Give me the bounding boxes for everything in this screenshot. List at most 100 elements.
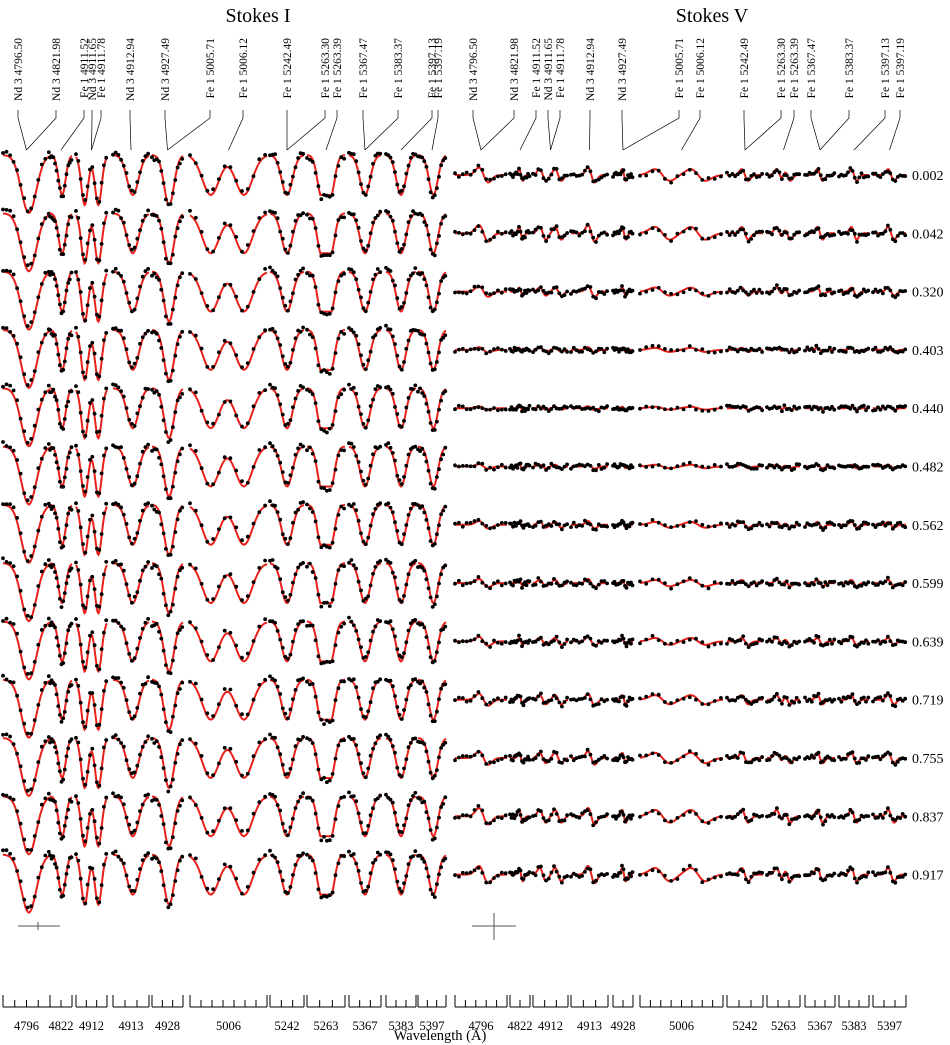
observed-point [886,634,890,639]
observed-point [424,690,429,694]
observed-point [621,226,626,231]
observed-point [384,792,388,797]
observed-point [784,756,789,760]
observed-point [322,722,326,726]
observed-point [132,714,137,719]
model-profile-i [348,795,382,838]
observed-point [424,518,429,522]
observed-point [286,308,290,313]
model-profile-i [269,853,305,896]
observed-point [228,399,233,404]
model-profile-i [2,212,51,273]
observed-point [336,395,341,400]
observed-point [770,173,774,178]
observed-point [135,763,140,768]
observed-point [770,870,774,875]
observed-point [472,464,477,469]
observed-profile-v [725,285,764,297]
observed-point [15,286,19,291]
observed-profile-i [384,501,418,547]
observed-profile-v [725,807,764,823]
observed-point [56,526,61,531]
observed-point [871,699,875,704]
observed-point [760,814,764,818]
observed-point [861,641,866,645]
observed-point [305,212,309,217]
observed-point [443,333,448,338]
observed-point [322,486,326,491]
observed-point [499,698,504,703]
observed-point [390,278,395,283]
observed-point [536,576,541,580]
observed-point [322,835,326,839]
observed-point [623,641,627,645]
observed-point [399,305,404,309]
observed-profile-i [416,853,448,899]
observed-point [399,367,404,372]
observed-point [733,523,737,528]
observed-point [15,809,19,813]
observed-point [173,353,178,358]
observed-point [280,762,285,767]
observed-point [53,570,57,574]
observed-point [124,347,129,352]
observed-point [15,516,19,520]
observed-point [268,674,272,679]
observed-profile-v [765,283,802,298]
observed-point [32,834,37,838]
observed-profile-i [305,561,346,609]
observed-point [404,523,409,527]
observed-point [178,395,182,400]
observed-point [527,174,532,179]
observed-profile-v [638,576,723,591]
observed-point [280,878,285,883]
observed-point [816,808,821,813]
observed-profile-v [725,750,764,765]
observed-point [119,680,123,685]
observed-point [336,861,341,866]
observed-point [517,633,521,638]
observed-point [393,575,397,580]
model-profile-i [348,445,382,488]
observed-point [719,696,723,700]
observed-point [308,506,312,511]
observed-point [744,290,748,295]
observed-point [784,641,789,645]
observed-point [119,795,123,800]
observed-point [397,712,402,717]
observed-point [205,711,210,716]
observed-point [161,298,166,303]
observed-point [480,808,485,813]
observed-profile-i [347,790,383,836]
observed-point [719,405,723,410]
observed-point [437,815,441,820]
observed-point [744,815,748,820]
observed-point [25,383,30,387]
observed-point [787,585,792,590]
observed-point [240,712,244,717]
observed-point [767,637,772,642]
observed-point [113,266,118,271]
observed-point [29,848,34,852]
observed-point [818,581,823,586]
observed-point [32,544,37,549]
observed-point [164,197,168,202]
observed-profile-v [725,519,764,532]
observed-point [305,852,309,857]
observed-point [32,310,37,315]
model-profile-i [385,504,417,547]
observed-point [74,384,78,388]
observed-point [492,818,496,823]
observed-point [744,177,748,182]
observed-point [228,282,233,287]
observed-point [706,350,711,355]
observed-point [8,383,13,388]
observed-point [273,152,277,157]
observed-point [178,858,182,863]
observed-point [413,383,418,388]
observed-point [159,869,164,874]
observed-point [777,753,782,758]
observed-point [411,387,415,391]
observed-point [638,463,642,468]
observed-point [366,300,371,305]
